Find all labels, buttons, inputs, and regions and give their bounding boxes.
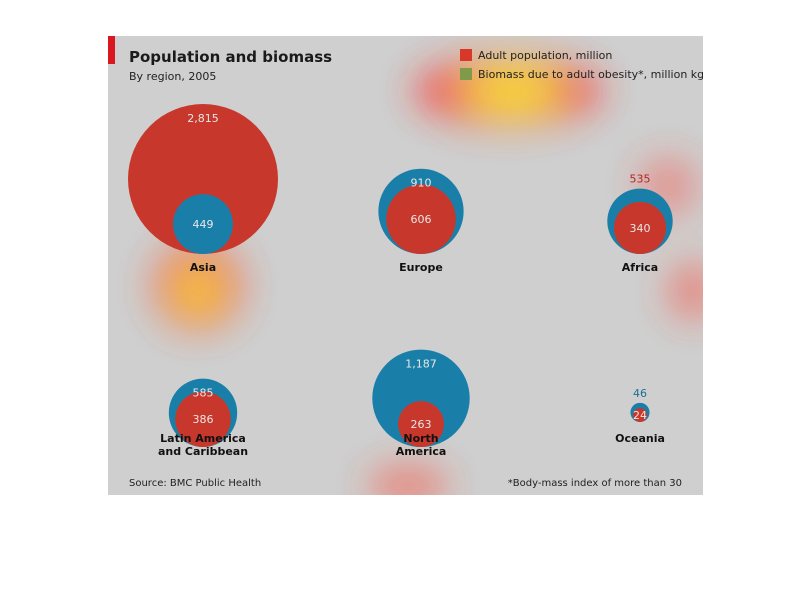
europe-outer-value: 910	[411, 177, 432, 190]
footnote: *Body-mass index of more than 30	[507, 478, 682, 489]
chart-title: Population and biomass	[129, 48, 333, 66]
legend-swatch-population	[460, 49, 472, 61]
north-america-label-line-2: America	[396, 445, 447, 458]
north-america-outer-bubble	[372, 349, 470, 448]
latin-america-and-caribbean-label-line-2: and Caribbean	[158, 445, 248, 458]
north-america-inner-value: 263	[411, 418, 432, 431]
north-america-label-line-1: North	[403, 432, 438, 445]
legend-swatch-biomass	[460, 68, 472, 80]
asia-outer-value: 2,815	[187, 112, 219, 125]
chart-panel: 2,815 449 Asia 910 606 Europe 535 340 Africa 585 3…	[108, 36, 703, 495]
oceania-label: Oceania	[615, 432, 665, 445]
oceania-inner-value: 24	[633, 409, 647, 422]
asia-outer-bubble	[128, 104, 278, 254]
oceania-outer-value: 46	[633, 387, 647, 400]
latin-america-and-caribbean-outer-value: 585	[193, 387, 214, 400]
header-accent-bar	[108, 36, 115, 64]
north-america-inner-bubble	[398, 401, 444, 447]
europe-inner-value: 606	[411, 213, 432, 226]
source-note: Source: BMC Public Health	[129, 478, 262, 489]
asia-inner-value: 449	[193, 218, 214, 231]
africa-inner-value: 340	[630, 222, 651, 235]
chart-subtitle: By region, 2005	[129, 70, 217, 83]
legend-label-population: Adult population, million	[478, 49, 613, 62]
north-america-outer-value: 1,187	[405, 358, 437, 371]
bubble-chart: 2,815 449 Asia 910 606 Europe 535 340 Africa 585 3…	[128, 104, 673, 458]
africa-label: Africa	[622, 261, 658, 274]
legend-item-population: Adult population, million	[460, 49, 612, 62]
oceania-inner-bubble	[633, 408, 647, 422]
europe-inner-bubble	[386, 184, 456, 254]
africa-outer-value: 535	[630, 173, 651, 186]
asia-inner-bubble	[173, 194, 233, 254]
latin-america-and-caribbean-inner-bubble	[175, 391, 231, 447]
africa-inner-bubble	[613, 201, 667, 254]
asia-label: Asia	[190, 261, 216, 274]
latin-america-and-caribbean-inner-value: 386	[193, 413, 214, 426]
europe-label: Europe	[399, 261, 443, 274]
legend-item-biomass: Biomass due to adult obesity*, million k…	[460, 68, 703, 81]
latin-america-and-caribbean-label-line-1: Latin America	[160, 432, 246, 445]
legend-label-biomass: Biomass due to adult obesity*, million k…	[478, 68, 703, 81]
